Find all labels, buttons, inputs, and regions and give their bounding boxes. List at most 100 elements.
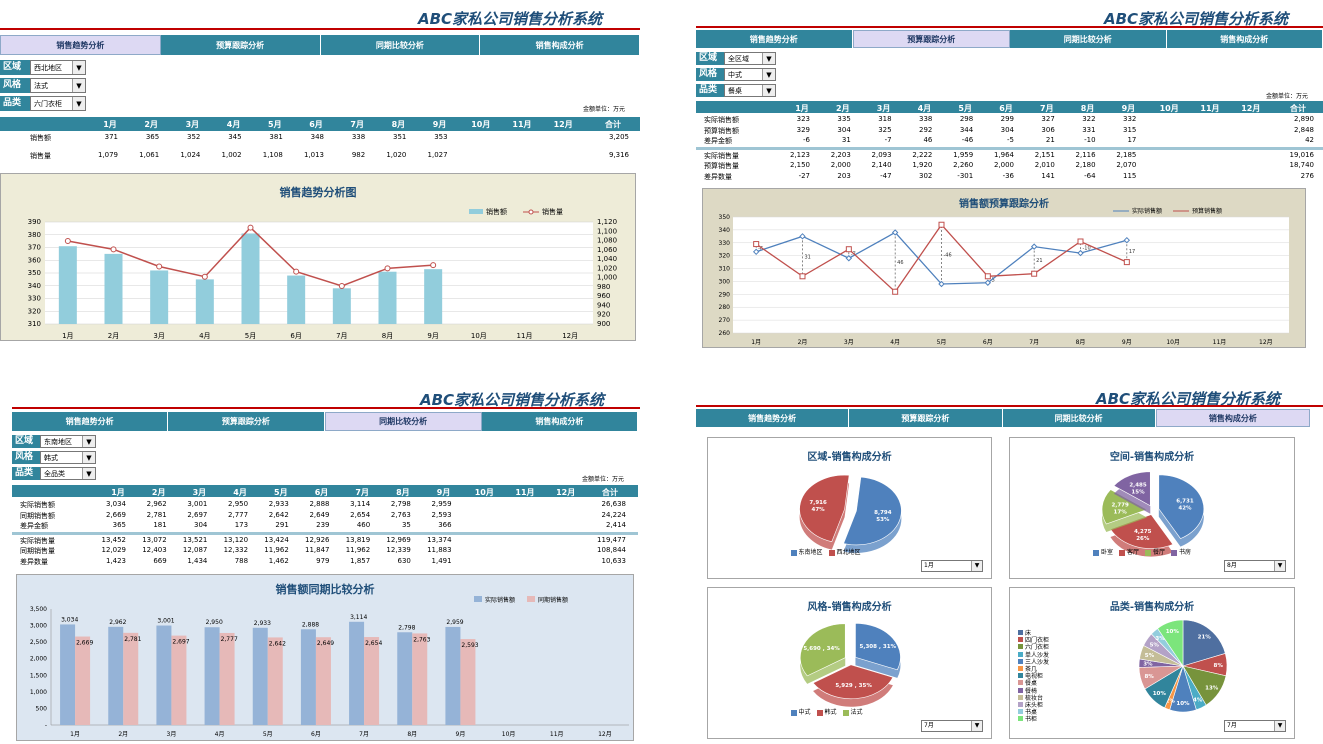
tab-yoy[interactable]: 同期比较分析 (320, 35, 481, 55)
y-tick-label: 280 (719, 304, 731, 311)
table-row: 差异数量 -27 203 -47 302 -301 -36 141 -64 115 276 (696, 172, 1323, 184)
cell-value: -46 (961, 136, 974, 144)
month-header: 1月 (103, 120, 117, 129)
chevron-down-icon[interactable]: ▼ (72, 61, 85, 74)
cell-value: 31 (841, 136, 851, 144)
tab-yoy[interactable]: 同期比较分析 (1002, 409, 1156, 427)
point-actual (938, 280, 945, 288)
chevron-down-icon[interactable]: ▼ (82, 436, 95, 447)
cell-value: 35 (401, 521, 411, 529)
month-header: 5月 (274, 488, 288, 497)
y-tick-label: 310 (28, 320, 41, 328)
cell-value: 2,593 (431, 510, 452, 519)
y-tick-label: 350 (719, 214, 731, 221)
month-header: 3月 (185, 120, 200, 129)
tab-composition[interactable]: 销售构成分析 (481, 412, 638, 431)
pie-slice (1182, 619, 1226, 667)
month-header: 8月 (391, 120, 406, 129)
tab-yoy[interactable]: 同期比较分析 (324, 412, 482, 431)
bar-prior (412, 633, 428, 725)
legend-item: 西北地区 (828, 547, 861, 556)
bar-prior (219, 632, 235, 725)
point-budget (938, 221, 945, 228)
y-tick-label: 320 (719, 253, 731, 260)
category-select[interactable]: 全品类 ▼ (40, 467, 96, 480)
diff-label: -10 (1083, 245, 1091, 251)
y2-tick-label: 1,080 (597, 237, 617, 245)
region-select[interactable]: 全区域 ▼ (724, 52, 776, 65)
pie-svg: 5,308 , 31% 5,929 , 35% 5,690 , 34% (799, 623, 901, 707)
style-select[interactable]: 法式 ▼ (30, 78, 86, 93)
cell-value: 302 (919, 171, 933, 180)
cell-value: 304 (194, 521, 208, 529)
tab-composition[interactable]: 销售构成分析 (480, 35, 640, 55)
x-tick-label: 12月 (1259, 339, 1273, 346)
chart-title: 销售额预算跟踪分析 (959, 199, 1049, 210)
style-select[interactable]: 中式 ▼ (724, 68, 776, 81)
cell-value: 12,403 (142, 546, 167, 554)
tab-budget[interactable]: 预算跟踪分析 (168, 412, 325, 431)
tab-composition[interactable]: 销售构成分析 (1166, 30, 1323, 48)
chevron-down-icon[interactable]: ▼ (1274, 721, 1285, 731)
chevron-down-icon[interactable]: ▼ (72, 79, 85, 92)
category-select[interactable]: 餐桌 ▼ (724, 84, 776, 97)
legend-item: 客厅 (1119, 547, 1139, 556)
x-tick-label: 3月 (153, 332, 164, 340)
x-tick-label: 9月 (427, 332, 438, 340)
chevron-down-icon[interactable]: ▼ (971, 561, 982, 571)
bar-sales (58, 246, 77, 324)
month-select[interactable]: 7月 ▼ (1224, 720, 1286, 732)
chevron-down-icon[interactable]: ▼ (971, 721, 982, 731)
chevron-down-icon[interactable]: ▼ (762, 53, 775, 64)
tab-composition[interactable]: 销售构成分析 (1155, 409, 1310, 427)
tab-trend[interactable]: 销售趋势分析 (696, 409, 850, 427)
chevron-down-icon[interactable]: ▼ (82, 468, 95, 479)
chevron-down-icon[interactable]: ▼ (1274, 561, 1285, 571)
tab-budget[interactable]: 预算跟踪分析 (852, 30, 1010, 48)
month-header: 11月 (512, 120, 532, 129)
legend-item: 东南地区 (790, 547, 823, 556)
category-select[interactable]: 六门衣柜 ▼ (30, 96, 86, 111)
cell-value: 315 (1123, 125, 1137, 134)
x-tick-label: 12月 (562, 332, 578, 340)
month-select[interactable]: 8月 ▼ (1224, 560, 1286, 572)
style-select[interactable]: 韩式 ▼ (40, 451, 96, 464)
cell-value: 982 (351, 151, 366, 159)
row-label: 预算销售量 (704, 162, 739, 170)
x-tick-label: 1月 (62, 332, 73, 340)
legend-swatch (842, 709, 849, 716)
tab-yoy[interactable]: 同期比较分析 (1010, 30, 1167, 48)
legend-swatch (1018, 666, 1023, 672)
cell-value: 329 (796, 125, 810, 134)
bar-label-prior: 2,642 (269, 640, 286, 647)
chevron-down-icon[interactable]: ▼ (762, 85, 775, 96)
tab-trend[interactable]: 销售趋势分析 (12, 412, 169, 431)
app-title: ABC家私公司销售分析系统 (418, 10, 603, 28)
tab-trend[interactable]: 销售趋势分析 (696, 30, 853, 48)
category-value: 六门衣柜 (34, 99, 62, 108)
chevron-down-icon[interactable]: ▼ (82, 452, 95, 463)
legend-item: 三人沙发 (1018, 658, 1049, 666)
cell-value: 365 (145, 133, 160, 141)
x-tick-label: 4月 (890, 339, 900, 346)
tab-budget[interactable]: 预算跟踪分析 (160, 35, 321, 55)
point-qty (156, 263, 163, 270)
region-select[interactable]: 东南地区 ▼ (40, 435, 96, 448)
tab-budget[interactable]: 预算跟踪分析 (849, 409, 1003, 427)
y2-tick-label: 940 (597, 301, 610, 309)
bar-prior (75, 636, 91, 725)
chevron-down-icon[interactable]: ▼ (72, 97, 85, 110)
legend-swatch (816, 709, 823, 716)
title-rule (0, 28, 640, 30)
cell-value: 3,114 (350, 500, 371, 508)
point-budget (984, 273, 991, 280)
month-select[interactable]: 7月 ▼ (921, 720, 983, 732)
month-select[interactable]: 1月 ▼ (921, 560, 983, 572)
tab-trend[interactable]: 销售趋势分析 (0, 35, 161, 55)
region-select[interactable]: 西北地区 ▼ (30, 60, 86, 75)
chevron-down-icon[interactable]: ▼ (762, 69, 775, 80)
legend-swatch (1018, 644, 1023, 650)
pie-data-label: 5% (1150, 643, 1160, 649)
bar-label-prior: 2,777 (221, 636, 238, 643)
